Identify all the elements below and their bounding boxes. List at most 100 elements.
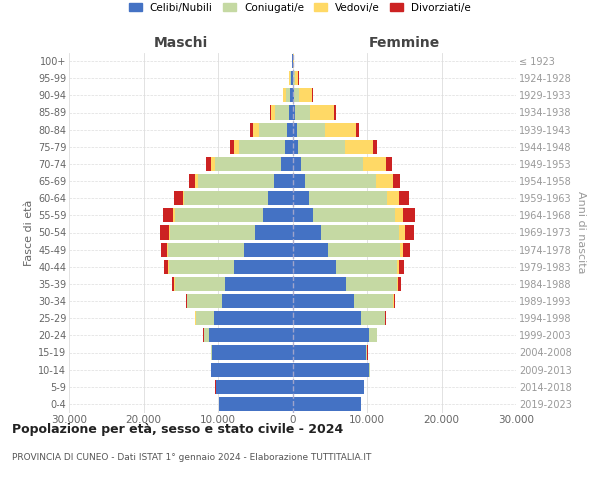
Bar xyxy=(397,277,398,291)
Bar xyxy=(397,260,399,274)
Bar xyxy=(393,294,394,308)
Bar xyxy=(255,226,293,239)
Bar xyxy=(293,88,294,102)
Bar xyxy=(211,362,293,376)
Bar xyxy=(313,208,395,222)
Bar xyxy=(399,226,404,239)
Bar xyxy=(175,208,263,222)
Bar xyxy=(287,122,293,136)
Bar xyxy=(164,260,169,274)
Bar xyxy=(163,208,173,222)
Bar xyxy=(309,191,387,205)
Bar xyxy=(404,226,415,239)
Bar xyxy=(399,260,404,274)
Legend: Celibi/Nubili, Coniugati/e, Vedovi/e, Divorziati/e: Celibi/Nubili, Coniugati/e, Vedovi/e, Di… xyxy=(125,0,475,17)
Bar xyxy=(269,106,271,120)
Bar xyxy=(239,140,285,154)
Bar xyxy=(167,242,168,256)
Bar xyxy=(182,191,184,205)
Bar xyxy=(336,260,397,274)
Bar xyxy=(209,328,293,342)
Bar xyxy=(362,157,386,171)
Bar xyxy=(172,277,175,291)
Text: Femmine: Femmine xyxy=(368,36,440,50)
Bar xyxy=(234,140,239,154)
Bar xyxy=(400,242,403,256)
Bar xyxy=(328,242,400,256)
Bar xyxy=(398,277,401,291)
Bar xyxy=(334,106,335,120)
Bar xyxy=(293,380,364,394)
Bar xyxy=(169,260,235,274)
Bar xyxy=(294,88,299,102)
Bar xyxy=(211,346,212,360)
Bar xyxy=(263,208,293,222)
Bar xyxy=(219,397,293,411)
Bar xyxy=(321,226,399,239)
Bar xyxy=(356,122,359,136)
Bar xyxy=(385,311,386,325)
Bar xyxy=(160,226,169,239)
Bar xyxy=(305,174,376,188)
Bar xyxy=(293,122,296,136)
Bar xyxy=(215,157,281,171)
Bar xyxy=(403,208,415,222)
Bar xyxy=(395,208,403,222)
Bar xyxy=(293,397,361,411)
Bar xyxy=(187,294,222,308)
Bar xyxy=(293,191,309,205)
Bar xyxy=(211,157,215,171)
Bar xyxy=(293,208,313,222)
Bar xyxy=(290,88,293,102)
Bar xyxy=(293,362,369,376)
Bar xyxy=(168,242,244,256)
Bar xyxy=(189,174,195,188)
Bar xyxy=(295,71,298,85)
Bar xyxy=(293,71,295,85)
Bar xyxy=(195,174,198,188)
Bar xyxy=(250,122,253,136)
Bar xyxy=(325,122,356,136)
Bar xyxy=(161,242,167,256)
Bar xyxy=(296,122,325,136)
Bar xyxy=(274,174,293,188)
Bar xyxy=(214,311,293,325)
Bar xyxy=(394,294,395,308)
Bar xyxy=(293,140,298,154)
Bar xyxy=(259,122,287,136)
Bar xyxy=(235,260,293,274)
Bar xyxy=(226,277,293,291)
Bar xyxy=(271,106,275,120)
Bar xyxy=(301,157,362,171)
Bar xyxy=(293,294,353,308)
Bar xyxy=(386,157,392,171)
Bar xyxy=(212,346,293,360)
Bar xyxy=(216,380,293,394)
Bar xyxy=(295,106,310,120)
Bar xyxy=(293,277,346,291)
Text: Popolazione per età, sesso e stato civile - 2024: Popolazione per età, sesso e stato civil… xyxy=(12,422,343,436)
Y-axis label: Anni di nascita: Anni di nascita xyxy=(576,191,586,274)
Bar xyxy=(399,191,409,205)
Bar xyxy=(281,157,293,171)
Bar xyxy=(293,328,369,342)
Bar xyxy=(173,208,175,222)
Bar xyxy=(285,140,293,154)
Bar xyxy=(298,140,344,154)
Bar xyxy=(365,346,367,360)
Bar xyxy=(175,191,182,205)
Bar xyxy=(291,71,293,85)
Bar xyxy=(403,242,410,256)
Y-axis label: Fasce di età: Fasce di età xyxy=(23,200,34,266)
Bar xyxy=(175,277,226,291)
Bar xyxy=(293,346,365,360)
Bar xyxy=(387,191,399,205)
Bar xyxy=(286,88,290,102)
Bar xyxy=(293,242,328,256)
Bar xyxy=(244,242,293,256)
Bar xyxy=(293,311,361,325)
Bar xyxy=(369,328,377,342)
Bar xyxy=(293,106,295,120)
Bar xyxy=(310,106,334,120)
Bar xyxy=(204,328,209,342)
